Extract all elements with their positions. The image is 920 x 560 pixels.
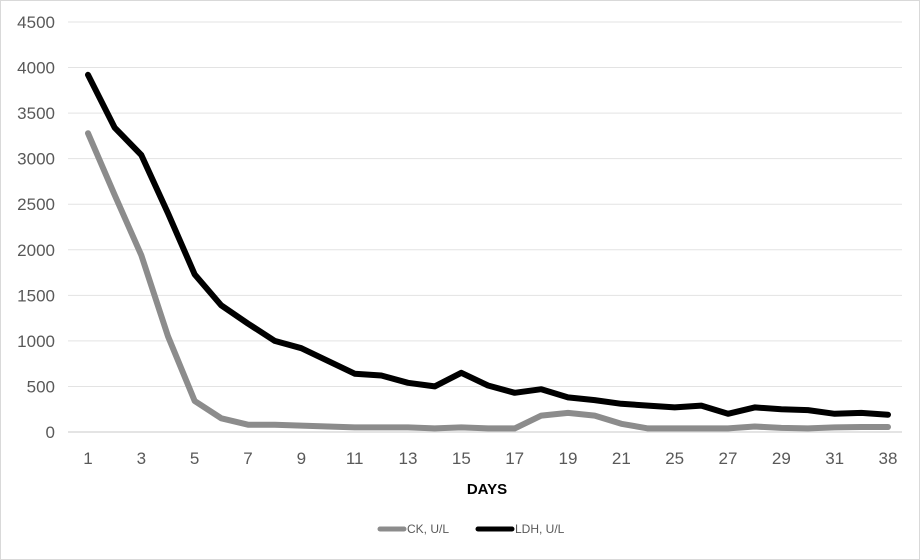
x-tick-label: 5: [190, 449, 199, 468]
legend-label: LDH, U/L: [515, 522, 565, 536]
x-tick-label: 3: [137, 449, 146, 468]
x-axis-title: DAYS: [467, 481, 507, 498]
x-tick-label: 19: [559, 449, 578, 468]
x-tick-label: 27: [719, 449, 738, 468]
x-tick-label: 7: [243, 449, 252, 468]
y-tick-label: 500: [27, 377, 55, 396]
y-tick-label: 1500: [17, 286, 55, 305]
y-tick-label: 0: [46, 423, 55, 442]
series-lines: [85, 71, 891, 432]
x-tick-label: 13: [399, 449, 418, 468]
x-tick-label: 17: [505, 449, 524, 468]
y-tick-label: 2000: [17, 241, 55, 260]
series-line-ck: [85, 130, 891, 432]
y-tick-label: 4000: [17, 59, 55, 78]
x-tick-label: 38: [879, 449, 898, 468]
y-tick-label: 3500: [17, 104, 55, 123]
y-axis-ticks: 0 500 1000 1500 2000 2500 3000 3500 4000 4500: [17, 13, 55, 442]
y-tick-label: 3000: [17, 150, 55, 169]
x-tick-label: 15: [452, 449, 471, 468]
y-tick-label: 4500: [17, 13, 55, 32]
x-tick-label: 11: [346, 449, 364, 468]
legend-label: CK, U/L: [407, 522, 449, 536]
x-tick-label: 31: [825, 449, 844, 468]
y-tick-label: 2500: [17, 195, 55, 214]
y-tick-label: 1000: [17, 332, 55, 351]
x-tick-label: 25: [665, 449, 684, 468]
x-tick-label: 9: [297, 449, 306, 468]
gridlines: [68, 21, 902, 433]
x-axis-ticks: 1 3 5 7 9 11 13 15 17 19 21 25 27 29 31 38: [83, 449, 897, 468]
x-tick-label: 21: [612, 449, 631, 468]
legend: CK, U/L LDH, U/L: [377, 522, 565, 536]
x-tick-label: 1: [83, 449, 92, 468]
series-line-ldh: [85, 71, 891, 418]
x-tick-label: 29: [772, 449, 791, 468]
